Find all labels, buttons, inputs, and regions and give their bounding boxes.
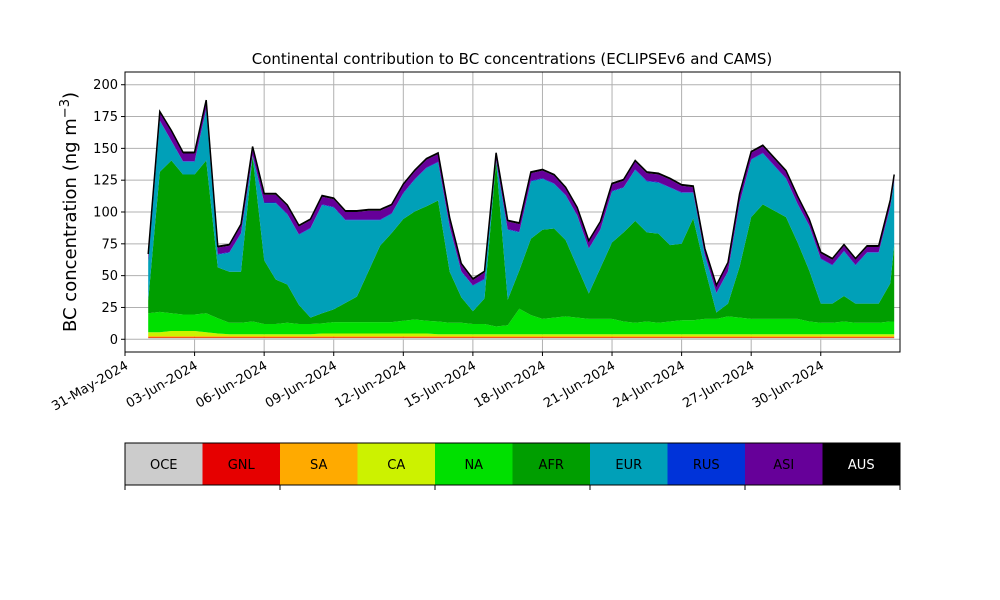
legend-label-sa: SA [310,458,327,473]
legend: OCE GNL SA CA NA AFR EUR RUS ASI AUS [124,442,901,490]
y-axis: 0 25 50 75 100 125 150 175 200 [93,78,125,348]
x-tick-label: 03-Jun-2024 [124,358,201,411]
y-tick-label: 200 [93,78,118,93]
legend-swatch-afr [512,443,590,485]
legend-label-afr: AFR [539,458,564,473]
y-tick-label: 0 [110,333,118,348]
y-tick-label: 175 [93,110,118,125]
legend-label-rus: RUS [693,458,720,473]
legend-swatch-gnl [202,443,280,485]
legend-label-asi: ASI [773,458,794,473]
legend-label-aus: AUS [848,458,875,473]
y-tick-label: 50 [101,269,118,284]
legend-swatch-oce [125,443,203,485]
stacked-areas [147,99,895,340]
y-tick-label: 75 [101,237,118,252]
legend-swatch-asi [745,443,823,485]
y-tick-label: 100 [93,206,118,221]
total-outline [147,99,895,288]
legend-label-ca: CA [387,458,405,473]
x-tick-label: 12-Jun-2024 [332,358,409,411]
legend-swatch-sa [280,443,358,485]
x-tick-label: 30-Jun-2024 [750,358,827,411]
area-eur [148,109,895,318]
x-axis: 31-May-202403-Jun-202406-Jun-202409-Jun-… [49,352,827,414]
legend-frame [124,442,901,486]
x-tick-label: 31-May-2024 [49,358,131,414]
area-afr [148,156,895,327]
x-tick-label: 24-Jun-2024 [611,358,688,411]
y-axis-label: BC concentration (ng m−3) [58,92,81,332]
x-tick-label: 18-Jun-2024 [472,358,549,411]
x-tick-label: 15-Jun-2024 [402,358,479,411]
area-na [148,308,895,335]
plot-area: 31-May-202403-Jun-202406-Jun-202409-Jun-… [49,71,901,414]
legend-swatch-ca [357,443,435,485]
area-sa [148,336,895,338]
area-gnl [148,337,895,338]
legend-label-oce: OCE [150,458,178,473]
x-tick-label: 06-Jun-2024 [193,358,270,411]
y-tick-label: 125 [93,174,118,189]
x-tick-label: 27-Jun-2024 [680,358,757,411]
y-tick-label: 150 [93,142,118,157]
area-oce [148,338,895,340]
legend-swatch-na [435,443,513,485]
x-tick-label: 09-Jun-2024 [263,358,340,411]
y-tick-label: 25 [101,301,118,316]
legend-swatch-eur [590,443,668,485]
legend-swatch-aus [822,443,900,485]
legend-label-gnl: GNL [228,458,256,473]
legend-label-na: NA [464,458,483,473]
legend-swatch-rus [667,443,745,485]
chart-title: Continental contribution to BC concentra… [252,50,773,68]
x-tick-label: 21-Jun-2024 [541,358,618,411]
area-ca [148,331,895,337]
legend-label-eur: EUR [615,458,642,473]
